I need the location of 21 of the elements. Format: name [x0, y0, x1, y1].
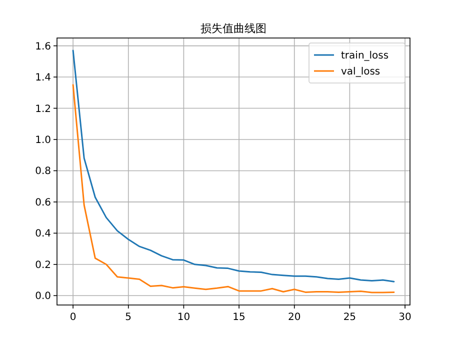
x-tick-label: 20: [288, 312, 301, 323]
y-tick-label: 1.2: [35, 104, 51, 115]
x-tick-label: 0: [70, 312, 76, 323]
legend-label: val_loss: [341, 66, 380, 78]
chart-title: 损失值曲线图: [200, 22, 266, 35]
x-tick-label: 10: [177, 312, 190, 323]
legend-label: train_loss: [341, 50, 389, 62]
line-series: [72, 50, 395, 282]
x-tick-label: 25: [343, 312, 356, 323]
y-tick-label: 0.8: [35, 166, 51, 178]
y-tick-label: 1.0: [35, 134, 51, 146]
y-tick-label: 0.0: [35, 291, 51, 302]
y-tick-label: 0.2: [35, 260, 51, 271]
line-series: [72, 84, 395, 294]
y-tick-label: 1.6: [35, 41, 51, 52]
x-tick-label: 15: [232, 312, 246, 323]
y-tick-label: 0.4: [35, 228, 51, 240]
y-tick-label: 1.4: [35, 72, 51, 84]
x-tick-label: 30: [398, 312, 412, 323]
x-tick-label: 5: [125, 312, 132, 323]
y-tick-label: 0.6: [35, 197, 51, 208]
